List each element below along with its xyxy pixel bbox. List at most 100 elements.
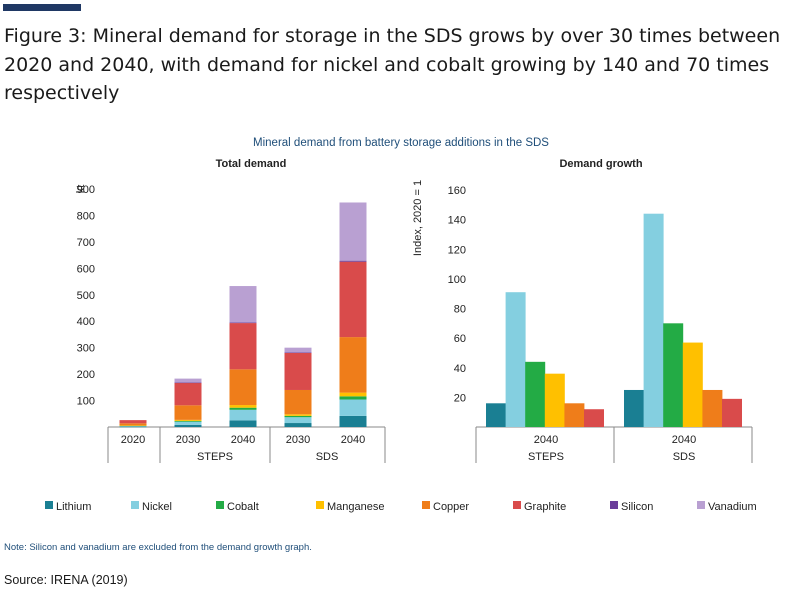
left-y-tick-label: 300 <box>77 343 95 355</box>
legend-swatch-graphite <box>513 501 521 509</box>
left-x-tick-label: 2030 <box>286 434 310 446</box>
legend-label-manganese: Manganese <box>327 501 385 513</box>
stacked-bar-segment-cobalt <box>284 415 312 418</box>
left-y-tick-label: 200 <box>77 369 95 381</box>
figure-source: Source: IRENA (2019) <box>4 573 128 587</box>
stacked-bar-segment-copper <box>119 423 147 426</box>
left-y-tick-label: 900 <box>77 184 95 196</box>
left-y-tick-label: 600 <box>77 263 95 275</box>
left-y-axis-label: kt <box>75 185 87 194</box>
stacked-bar-segment-graphite <box>174 382 202 406</box>
stacked-bar-segment-cobalt <box>339 396 367 400</box>
left-x-tick-label: 2020 <box>121 434 145 446</box>
right-y-tick-label: 100 <box>448 274 466 286</box>
right-x-tick-label: 2040 <box>672 434 696 446</box>
legend-label-copper: Copper <box>433 501 469 513</box>
chart-suptitle: Mineral demand from battery storage addi… <box>253 137 549 149</box>
stacked-bar-segment-manganese <box>174 419 202 421</box>
stacked-bar-segment-vanadium <box>339 202 367 261</box>
legend-swatch-manganese <box>316 501 324 509</box>
stacked-bar-segment-silicon <box>174 382 202 384</box>
legend-label-graphite: Graphite <box>524 501 566 513</box>
growth-bar-manganese <box>682 342 703 427</box>
stacked-bar-segment-graphite <box>229 323 257 370</box>
growth-bar-graphite <box>584 409 604 427</box>
legend-label-nickel: Nickel <box>142 501 172 513</box>
stacked-bar-segment-graphite <box>339 261 367 338</box>
stacked-bar-segment-cobalt <box>174 420 202 422</box>
legend-swatch-vanadium <box>697 501 705 509</box>
right-y-tick-label: 160 <box>448 185 466 197</box>
stacked-bar-segment-nickel <box>284 417 312 424</box>
left-y-tick-label: 400 <box>77 316 95 328</box>
right-group-label: SDS <box>673 451 696 463</box>
right-x-tick-label: 2040 <box>534 434 558 446</box>
stacked-bar-segment-copper <box>174 405 202 420</box>
legend-swatch-silicon <box>610 501 618 509</box>
right-chart-title: Demand growth <box>559 158 642 170</box>
stacked-bar-segment-lithium <box>229 420 257 427</box>
right-y-tick-label: 60 <box>454 333 466 345</box>
growth-bar-cobalt <box>525 361 546 427</box>
right-y-tick-label: 80 <box>454 304 466 316</box>
growth-bar-lithium <box>486 403 506 427</box>
legend-label-cobalt: Cobalt <box>227 501 259 513</box>
right-y-tick-label: 140 <box>448 215 466 227</box>
legend-label-lithium: Lithium <box>56 501 91 513</box>
stacked-bar-segment-silicon <box>284 352 312 353</box>
stacked-bar-segment-copper <box>284 389 312 415</box>
stacked-bar-segment-nickel <box>174 421 202 425</box>
stacked-bar-segment-lithium <box>174 424 202 427</box>
legend-swatch-nickel <box>131 501 139 509</box>
stacked-bar-segment-lithium <box>284 423 312 427</box>
stacked-bar-segment-copper <box>339 337 367 393</box>
stacked-bar-segment-nickel <box>229 409 257 421</box>
legend-swatch-cobalt <box>216 501 224 509</box>
stacked-bar-segment-nickel <box>339 399 367 416</box>
stacked-bar-segment-lithium <box>119 426 147 428</box>
left-x-tick-label: 2040 <box>231 434 255 446</box>
stacked-bar-segment-vanadium <box>174 378 202 383</box>
left-chart-title: Total demand <box>216 158 287 170</box>
stacked-bar-segment-manganese <box>119 425 147 426</box>
header-accent-bar <box>3 4 81 11</box>
left-y-tick-label: 800 <box>77 210 95 222</box>
stacked-bar-segment-manganese <box>229 405 257 408</box>
legend-swatch-lithium <box>45 501 53 509</box>
right-y-tick-label: 40 <box>454 363 466 375</box>
legend-label-vanadium: Vanadium <box>708 501 757 513</box>
figure-note: Note: Silicon and vanadium are excluded … <box>4 542 312 553</box>
legend-label-silicon: Silicon <box>621 501 653 513</box>
figure-title: Figure 3: Mineral demand for storage in … <box>4 25 781 104</box>
left-x-tick-label: 2040 <box>341 434 365 446</box>
growth-bar-copper <box>702 389 723 427</box>
stacked-bar-segment-cobalt <box>119 425 147 427</box>
right-y-tick-label: 120 <box>448 244 466 256</box>
growth-bar-lithium <box>624 389 644 427</box>
stacked-bar-segment-graphite <box>284 352 312 390</box>
stacked-bar-segment-manganese <box>339 392 367 397</box>
left-x-tick-label: 2030 <box>176 434 200 446</box>
stacked-bar-segment-silicon <box>229 322 257 324</box>
right-y-tick-label: 20 <box>454 392 466 404</box>
growth-bar-nickel <box>643 213 664 427</box>
right-y-axis-label: Index, 2020 = 1 <box>412 180 424 256</box>
stacked-bar-segment-copper <box>229 369 257 406</box>
stacked-bar-segment-cobalt <box>229 407 257 410</box>
growth-bar-copper <box>564 403 585 427</box>
stacked-bar-segment-vanadium <box>229 286 257 323</box>
growth-bar-manganese <box>544 373 565 427</box>
legend-swatch-copper <box>422 501 430 509</box>
left-group-label: STEPS <box>197 451 233 463</box>
growth-bar-graphite <box>722 398 742 427</box>
right-group-label: STEPS <box>528 451 564 463</box>
stacked-bar-segment-vanadium <box>284 347 312 353</box>
left-y-tick-label: 700 <box>77 237 95 249</box>
stacked-bar-segment-nickel <box>119 425 147 427</box>
stacked-bar-segment-manganese <box>284 414 312 416</box>
stacked-bar-segment-graphite <box>119 420 147 424</box>
growth-bar-nickel <box>505 292 526 427</box>
stacked-bar-segment-lithium <box>339 415 367 427</box>
growth-bar-cobalt <box>663 323 684 427</box>
